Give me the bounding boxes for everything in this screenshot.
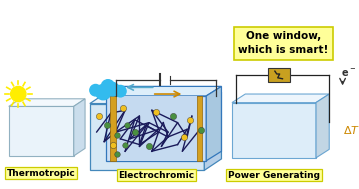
Polygon shape — [90, 92, 222, 104]
Polygon shape — [232, 103, 316, 158]
Circle shape — [101, 80, 115, 93]
Circle shape — [11, 86, 26, 102]
Circle shape — [90, 84, 101, 96]
Polygon shape — [110, 96, 116, 161]
Text: Power Generating: Power Generating — [228, 171, 320, 180]
Polygon shape — [206, 86, 222, 161]
Polygon shape — [116, 96, 197, 161]
Text: $\mathbf{e^-}$: $\mathbf{e^-}$ — [341, 67, 356, 79]
Circle shape — [95, 84, 111, 100]
Polygon shape — [9, 106, 74, 156]
Polygon shape — [90, 104, 204, 170]
Polygon shape — [204, 92, 222, 170]
Circle shape — [115, 85, 126, 97]
Polygon shape — [197, 96, 202, 161]
Polygon shape — [106, 86, 222, 96]
Polygon shape — [316, 94, 329, 158]
Polygon shape — [9, 99, 85, 106]
Polygon shape — [74, 99, 85, 156]
Text: Electrochromic: Electrochromic — [118, 171, 195, 180]
Polygon shape — [232, 94, 329, 103]
Polygon shape — [106, 96, 206, 161]
Text: $\Delta T$: $\Delta T$ — [342, 124, 359, 136]
FancyBboxPatch shape — [268, 68, 290, 82]
Circle shape — [106, 83, 120, 96]
Text: One window,
which is smart!: One window, which is smart! — [238, 32, 328, 56]
Text: Thermotropic: Thermotropic — [7, 169, 76, 178]
